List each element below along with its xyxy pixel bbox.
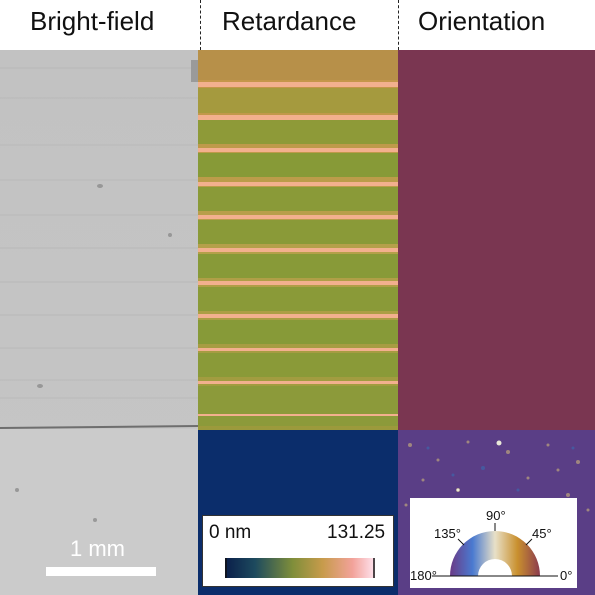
colorbar-gradient	[225, 558, 375, 578]
orientation-image: 0° 45° 90° 135° 180°	[398, 50, 595, 595]
orientation-half-wheel	[432, 523, 558, 577]
wheel-label-180: 180°	[410, 568, 437, 583]
brightfield-texture	[0, 60, 198, 595]
wheel-label-0: 0°	[560, 568, 573, 583]
retardance-image: 0 nm 131.25	[198, 50, 398, 595]
wheel-label-45: 45°	[532, 526, 552, 541]
orientation-wheel-legend: 0° 45° 90° 135° 180°	[410, 498, 577, 588]
colorbar-min-label: 0 nm	[209, 522, 252, 543]
colorbar-max-label: 131.25	[327, 522, 386, 543]
wheel-label-90: 90°	[486, 508, 506, 523]
header-divider-1	[200, 0, 201, 50]
brightfield-title: Bright-field	[30, 6, 155, 36]
scalebar-line	[46, 567, 156, 576]
brightfield-image: 1 mm	[0, 50, 198, 595]
wheel-label-135: 135°	[434, 526, 461, 541]
retardance-map	[198, 50, 398, 595]
header-divider-2	[398, 0, 399, 50]
retardance-colorbar-legend: 0 nm 131.25	[202, 515, 394, 587]
orientation-title: Orientation	[418, 6, 546, 36]
header-bar: Bright-field Retardance Orientation	[0, 0, 595, 50]
retardance-stripes	[198, 82, 398, 426]
scalebar-label: 1 mm	[70, 536, 125, 561]
retardance-title: Retardance	[222, 6, 357, 36]
